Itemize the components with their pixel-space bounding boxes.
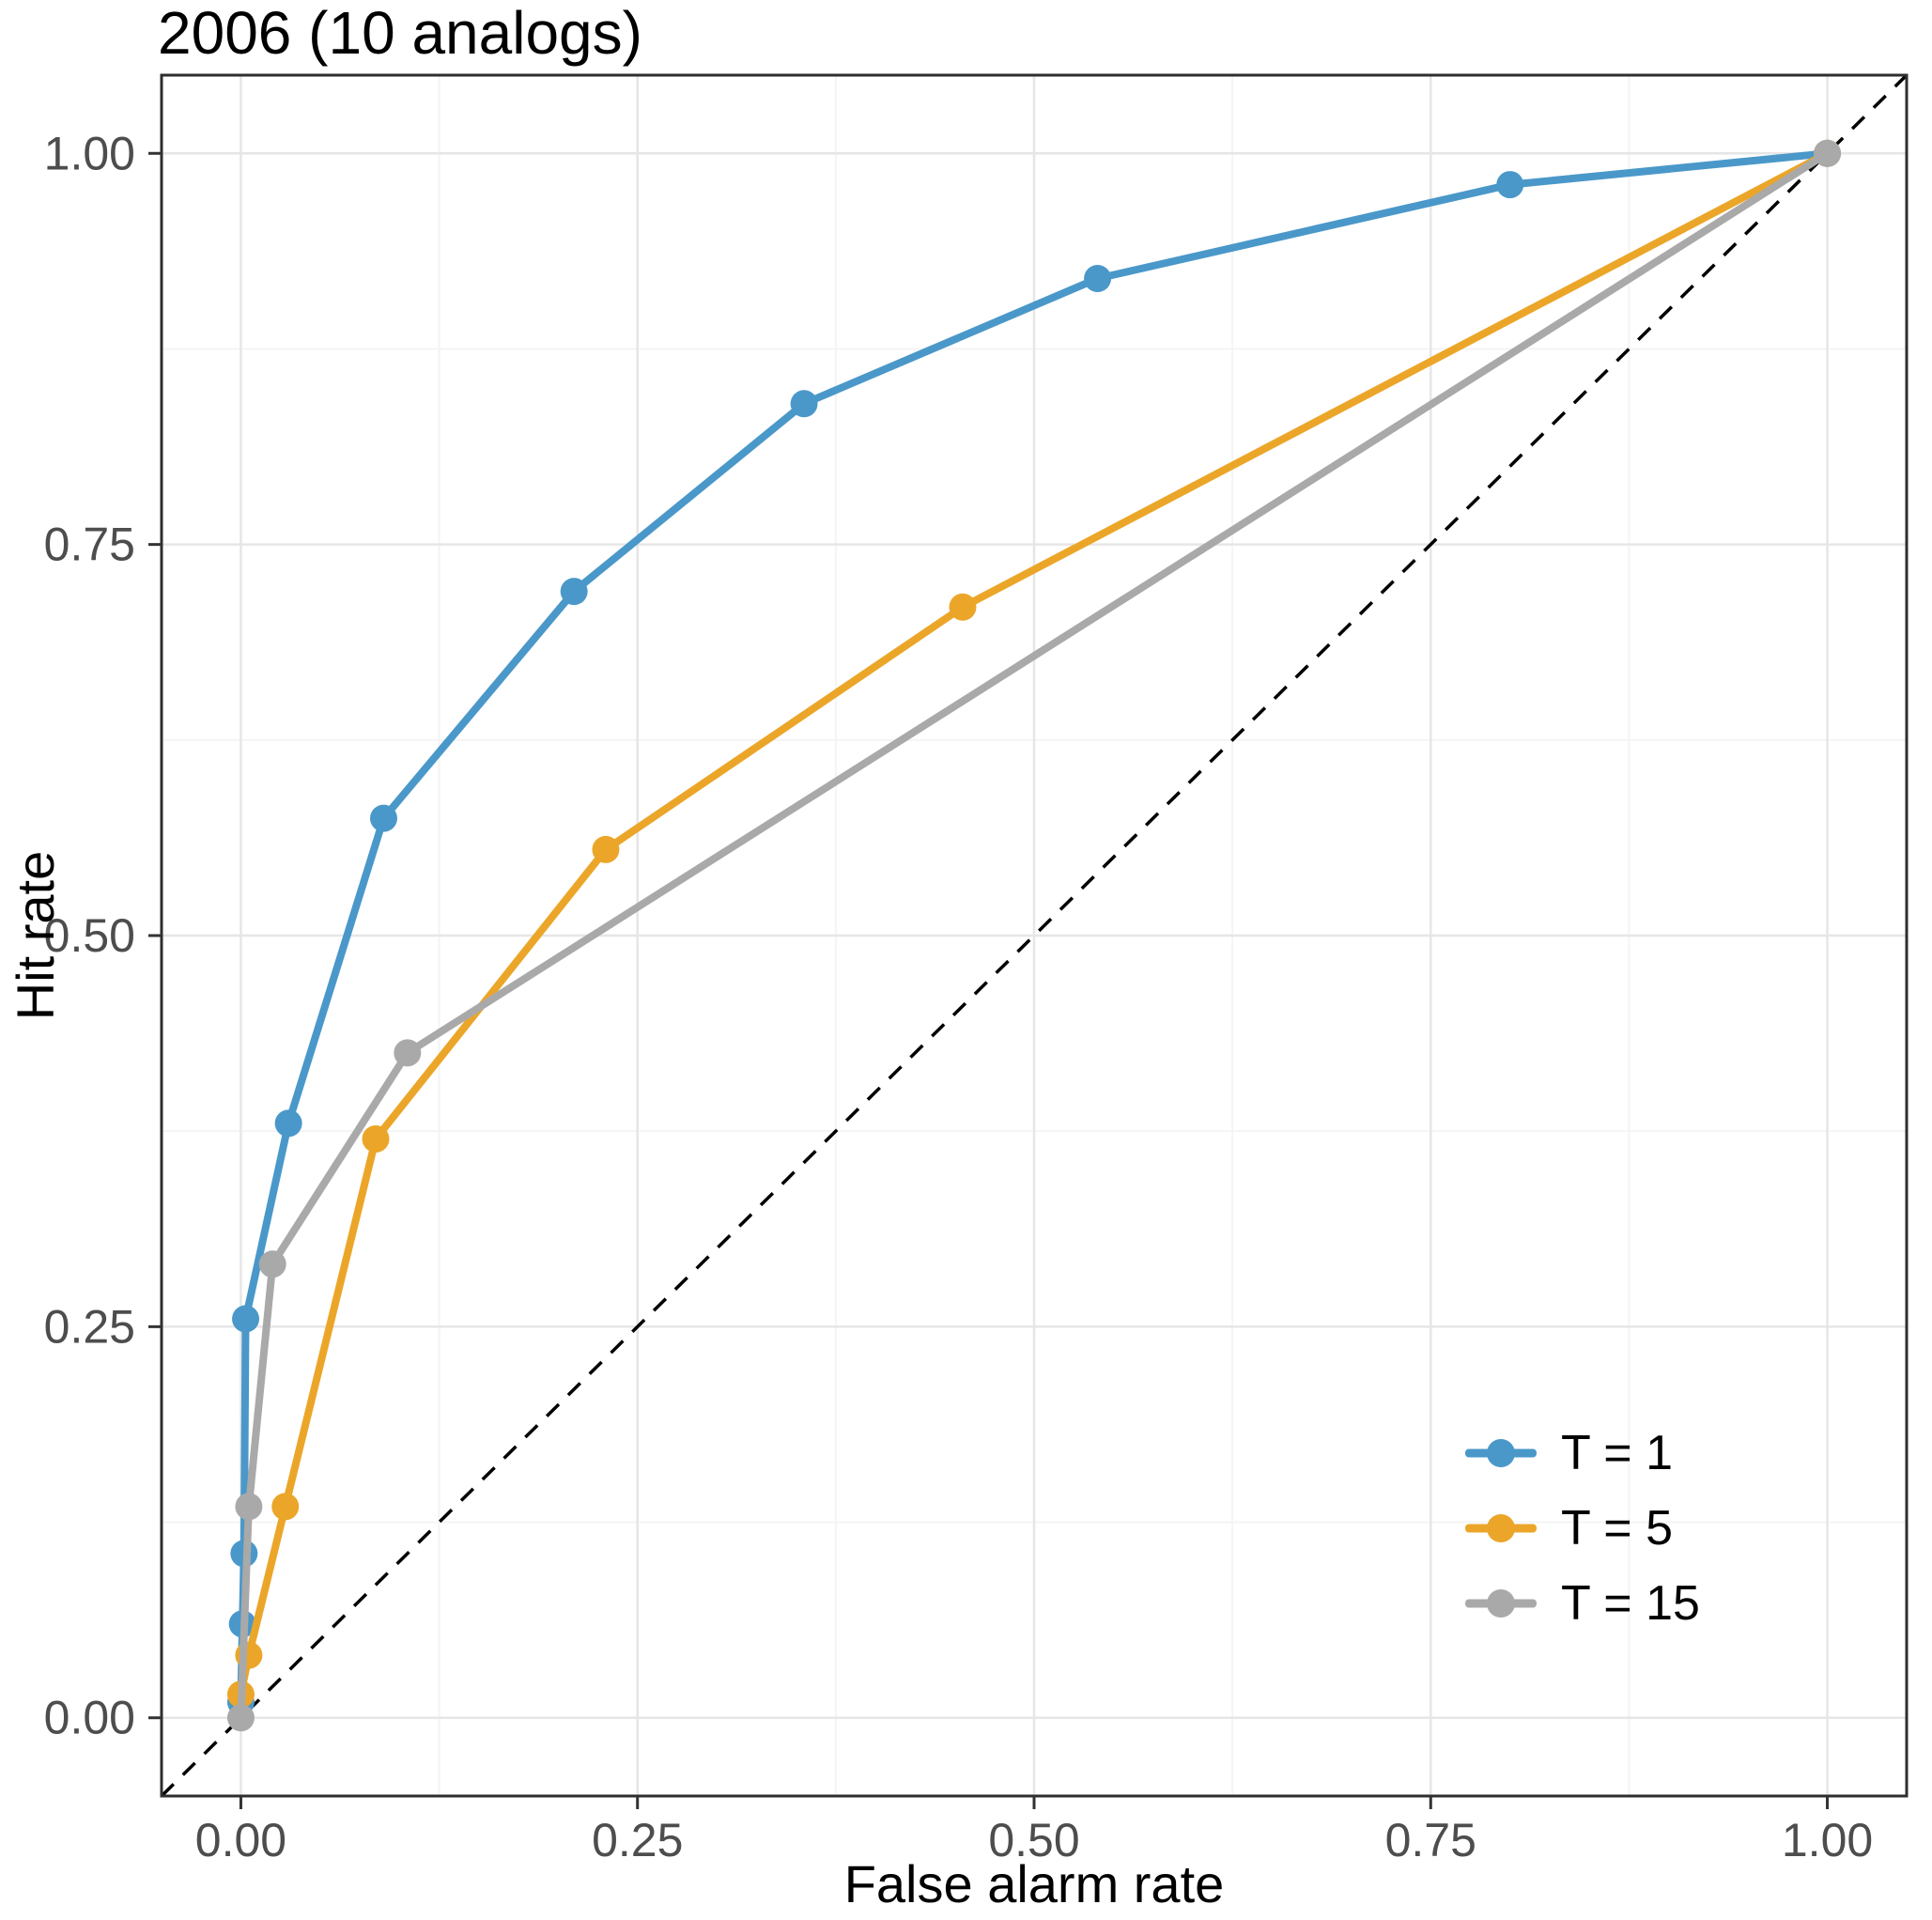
legend: T = 1 T = 5 T = 15 [1465, 1423, 1700, 1634]
y-tick-label: 0.75 [44, 519, 135, 571]
legend-key-t5 [1465, 1514, 1537, 1542]
x-tick-label: 0.75 [1385, 1814, 1476, 1866]
y-tick-label: 0.25 [44, 1300, 135, 1353]
data-point [790, 390, 818, 418]
series-T=15 [226, 139, 1842, 1732]
x-tick-label: 1.00 [1782, 1814, 1873, 1866]
x-tick-label: 0.00 [195, 1814, 286, 1866]
y-tick-label: 1.00 [44, 127, 135, 179]
y-axis-label: Hit rate [6, 850, 65, 1021]
chart-title: 2006 (10 analogs) [158, 0, 642, 67]
legend-item-t15: T = 15 [1465, 1573, 1700, 1634]
data-point [1496, 171, 1524, 199]
data-point [560, 578, 588, 606]
x-axis-label: False alarm rate [843, 1854, 1225, 1913]
y-tick-label: 0.50 [44, 909, 135, 962]
data-point [274, 1109, 302, 1138]
legend-label-t5: T = 5 [1561, 1501, 1674, 1556]
x-tick-label: 0.25 [592, 1814, 683, 1866]
data-point [949, 593, 977, 621]
data-point [1814, 139, 1842, 167]
data-point [226, 1704, 255, 1732]
data-point [258, 1250, 286, 1278]
legend-item-t5: T = 5 [1465, 1498, 1700, 1558]
data-point [362, 1125, 390, 1154]
y-tick-label: 0.00 [44, 1692, 135, 1744]
data-point [271, 1493, 300, 1521]
data-point [369, 804, 397, 832]
legend-point-swatch [1487, 1439, 1515, 1467]
data-point [394, 1039, 422, 1067]
data-point [592, 835, 620, 863]
data-point [232, 1305, 260, 1333]
legend-point-swatch [1487, 1589, 1515, 1618]
legend-key-t1 [1465, 1439, 1537, 1467]
x-tick-label: 0.50 [988, 1814, 1079, 1866]
data-point [235, 1493, 263, 1521]
legend-item-t1: T = 1 [1465, 1423, 1700, 1483]
legend-label-t15: T = 15 [1561, 1576, 1700, 1631]
legend-point-swatch [1487, 1514, 1515, 1542]
legend-label-t1: T = 1 [1561, 1426, 1674, 1480]
data-point [1084, 265, 1112, 293]
legend-key-t15 [1465, 1589, 1537, 1618]
